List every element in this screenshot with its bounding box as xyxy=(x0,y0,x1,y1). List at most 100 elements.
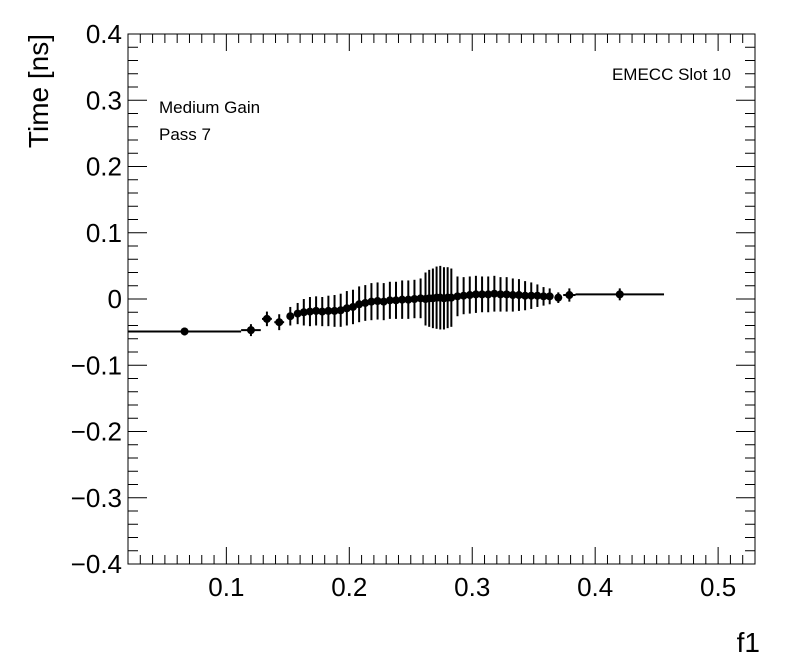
point-marker xyxy=(275,318,284,327)
x-tick-label: 0.2 xyxy=(331,572,367,602)
data-point xyxy=(514,279,523,311)
y-tick-label: −0.1 xyxy=(71,350,122,380)
data-point xyxy=(385,281,394,319)
point-marker xyxy=(545,292,554,301)
data-point xyxy=(299,299,308,326)
point-marker xyxy=(312,306,321,315)
y-tick-label: 0.3 xyxy=(86,85,122,115)
point-marker xyxy=(459,291,468,300)
point-marker xyxy=(496,290,505,299)
data-point xyxy=(330,295,339,327)
point-marker xyxy=(367,297,376,306)
data-point xyxy=(128,327,242,336)
point-marker xyxy=(533,291,542,300)
x-tick-label: 0.1 xyxy=(208,572,244,602)
plot-frame xyxy=(127,33,756,565)
gain-annotation: Medium Gain xyxy=(159,98,260,117)
y-tick-label: 0.1 xyxy=(86,218,122,248)
point-marker xyxy=(490,289,499,298)
data-point xyxy=(410,279,419,319)
point-marker xyxy=(305,307,314,316)
data-point xyxy=(293,302,302,325)
pass-annotation: Pass 7 xyxy=(159,125,211,144)
data-point xyxy=(554,292,563,303)
point-marker xyxy=(246,326,255,335)
data-point xyxy=(502,277,511,312)
point-marker xyxy=(348,302,357,311)
point-marker xyxy=(373,296,382,305)
point-marker xyxy=(527,291,536,300)
x-tick-label: 0.5 xyxy=(700,572,736,602)
data-point xyxy=(539,287,548,306)
data-point xyxy=(274,314,285,331)
data-point xyxy=(336,293,345,327)
data-point xyxy=(361,285,370,321)
point-marker xyxy=(330,306,339,315)
data-point xyxy=(545,288,554,305)
point-marker xyxy=(336,306,345,315)
point-marker xyxy=(180,327,189,336)
point-marker xyxy=(392,296,401,305)
data-point xyxy=(312,296,321,326)
y-tick-label: −0.4 xyxy=(71,549,122,579)
point-marker xyxy=(514,291,523,300)
point-marker xyxy=(539,292,548,301)
point-marker xyxy=(554,293,563,302)
point-marker xyxy=(385,296,394,305)
data-point xyxy=(318,297,327,327)
point-marker xyxy=(502,290,511,299)
data-point xyxy=(348,289,357,325)
point-marker xyxy=(361,298,370,307)
data-point xyxy=(398,280,407,319)
data-point xyxy=(563,288,576,302)
point-marker xyxy=(508,291,517,300)
point-marker xyxy=(324,306,333,315)
point-marker xyxy=(318,307,327,316)
data-point xyxy=(373,282,382,320)
x-tick-label: 0.4 xyxy=(577,572,613,602)
point-marker xyxy=(404,295,413,304)
data-point xyxy=(471,275,480,313)
data-point xyxy=(392,281,401,319)
point-marker xyxy=(453,292,462,301)
data-point xyxy=(527,282,536,309)
data-point xyxy=(379,283,388,321)
point-marker xyxy=(299,308,308,317)
point-marker xyxy=(478,290,487,299)
slot-annotation: EMECC Slot 10 xyxy=(612,65,731,84)
point-marker xyxy=(484,290,493,299)
data-point xyxy=(521,281,530,311)
data-point xyxy=(508,278,517,312)
data-point xyxy=(465,276,474,314)
axis-ticks xyxy=(127,33,756,565)
data-point xyxy=(355,286,364,323)
y-tick-labels: 0.4 0.3 0.2 0.1 0 −0.1 −0.2 −0.3 −0.4 xyxy=(71,19,122,579)
data-point xyxy=(305,297,314,327)
y-tick-label: 0 xyxy=(108,284,122,314)
data-points xyxy=(128,265,665,337)
y-axis-title: Time [ns] xyxy=(23,34,54,148)
data-point xyxy=(404,280,413,319)
point-marker xyxy=(471,290,480,299)
data-point xyxy=(447,268,456,327)
data-point xyxy=(575,288,665,301)
data-point xyxy=(484,276,493,313)
point-marker xyxy=(262,314,271,323)
x-axis-title: f1 xyxy=(737,627,760,658)
x-tick-label: 0.3 xyxy=(454,572,490,602)
point-marker xyxy=(398,295,407,304)
point-marker xyxy=(565,291,574,300)
y-tick-label: −0.3 xyxy=(71,483,122,513)
point-marker xyxy=(465,291,474,300)
data-point xyxy=(262,311,272,327)
data-point xyxy=(496,277,505,312)
data-point xyxy=(478,276,487,313)
data-point xyxy=(286,306,295,326)
point-marker xyxy=(521,291,530,300)
point-marker xyxy=(410,295,419,303)
data-point xyxy=(453,276,462,317)
data-point xyxy=(367,283,376,321)
y-tick-label: 0.2 xyxy=(86,152,122,182)
data-point xyxy=(342,291,351,326)
